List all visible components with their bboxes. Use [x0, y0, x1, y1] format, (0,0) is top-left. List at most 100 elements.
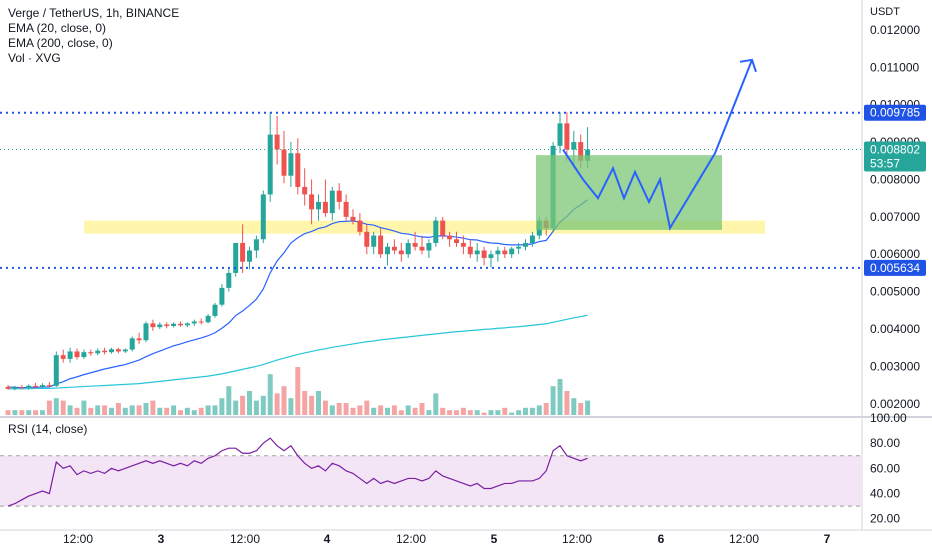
- volume-bar: [329, 405, 335, 415]
- candle: [184, 322, 190, 328]
- candle-body: [226, 272, 232, 288]
- grid: [0, 0, 932, 531]
- candle-body: [219, 287, 225, 305]
- volume-bar: [12, 410, 18, 415]
- candle: [81, 349, 87, 359]
- volume-bar: [578, 403, 584, 415]
- volume-bar: [247, 391, 252, 415]
- time-tick-label: 12:00: [729, 532, 759, 546]
- candle-body: [19, 387, 25, 389]
- time-tick-label: 3: [158, 532, 165, 546]
- volume-bar: [523, 407, 528, 415]
- candle: [322, 179, 328, 217]
- price-tag-label: 0.008802: [870, 142, 920, 156]
- candle-body: [357, 220, 363, 232]
- volume-bar: [447, 410, 453, 415]
- candle: [426, 239, 432, 258]
- candle: [405, 239, 411, 258]
- volume-bar: [53, 398, 59, 415]
- candle: [557, 112, 563, 154]
- candle: [350, 209, 356, 225]
- candle-body: [88, 352, 94, 354]
- projection-path[interactable]: [562, 59, 753, 231]
- candle: [67, 347, 73, 363]
- candle: [19, 385, 25, 389]
- countdown-label: 53:57: [870, 156, 900, 170]
- volume-bar: [543, 403, 549, 415]
- candle-body: [495, 250, 501, 255]
- candle: [226, 269, 232, 292]
- price-tick-label: 0.003000: [870, 359, 920, 373]
- volume-bar: [550, 386, 556, 415]
- volume-bar: [81, 400, 87, 415]
- candle-body: [240, 243, 246, 262]
- candle-body: [302, 186, 308, 195]
- volume-bar: [102, 405, 108, 415]
- volume-bar: [516, 410, 522, 415]
- price-tick-label: 0.011000: [870, 60, 919, 74]
- candle-body: [281, 149, 287, 176]
- volume-bar: [60, 400, 66, 415]
- candle-body: [578, 142, 584, 161]
- candle-body: [12, 387, 18, 389]
- candle: [46, 382, 52, 387]
- candle-body: [474, 250, 480, 255]
- candle-body: [516, 246, 522, 249]
- candle-body: [136, 338, 142, 341]
- candle: [136, 332, 142, 344]
- candle-body: [440, 220, 446, 236]
- price-axis[interactable]: 0.0120000.0110000.0100000.0090000.008000…: [864, 23, 926, 411]
- candle-body: [253, 239, 259, 251]
- price-tag[interactable]: [864, 141, 926, 172]
- candle: [150, 319, 156, 331]
- candle-body: [143, 323, 149, 341]
- volume-bar: [157, 407, 163, 415]
- volume-bar: [164, 407, 170, 415]
- candle: [481, 246, 487, 266]
- candle-body: [171, 323, 177, 327]
- candle-body: [467, 246, 473, 255]
- volume-bar: [571, 398, 577, 415]
- volume-bar: [502, 407, 508, 415]
- volume-legend[interactable]: Vol · XVG: [8, 51, 61, 65]
- price-tick-label: 0.004000: [870, 322, 920, 336]
- candle: [467, 239, 473, 258]
- candle: [171, 322, 177, 328]
- projection-drawing[interactable]: [536, 58, 757, 231]
- price-tag[interactable]: [864, 259, 926, 276]
- volume-bar: [260, 395, 266, 415]
- candle-body: [488, 254, 494, 258]
- projection-arrowhead[interactable]: [739, 58, 757, 73]
- volume-bar: [26, 410, 32, 415]
- candle-body: [309, 194, 315, 210]
- price-tag[interactable]: [864, 104, 926, 121]
- candle: [53, 351, 59, 387]
- ema20-legend[interactable]: EMA (20, close, 0): [8, 21, 107, 35]
- candle-body: [426, 243, 432, 251]
- candle: [343, 194, 349, 221]
- price-tick-label: 0.007000: [870, 210, 920, 224]
- candle: [115, 347, 121, 354]
- candle: [33, 382, 39, 389]
- time-tick-label: 12:00: [562, 532, 592, 546]
- candle: [433, 216, 439, 247]
- candle: [191, 319, 197, 327]
- target-box[interactable]: [536, 155, 722, 230]
- ema200-line: [8, 314, 588, 390]
- price-tick-label: 0.006000: [870, 247, 920, 261]
- volume-bar: [115, 403, 121, 415]
- volume-bar: [226, 386, 232, 415]
- candle-body: [157, 324, 163, 328]
- candle-body: [481, 250, 487, 258]
- symbol-title[interactable]: Verge / TetherUS, 1h, BINANCE: [8, 6, 180, 20]
- rsi-legend[interactable]: RSI (14, close): [8, 422, 88, 436]
- volume-bar: [143, 403, 149, 415]
- candle-body: [267, 134, 273, 195]
- price-tick-label: 0.005000: [870, 285, 920, 299]
- time-axis[interactable]: 12:00 3 12:00 4 12:00 5 12:00 6 12:00 7: [63, 532, 831, 546]
- volume-bar: [281, 386, 287, 415]
- volume-bar: [350, 407, 356, 415]
- candle-body: [233, 243, 239, 273]
- ema200-legend[interactable]: EMA (200, close, 0): [8, 36, 113, 50]
